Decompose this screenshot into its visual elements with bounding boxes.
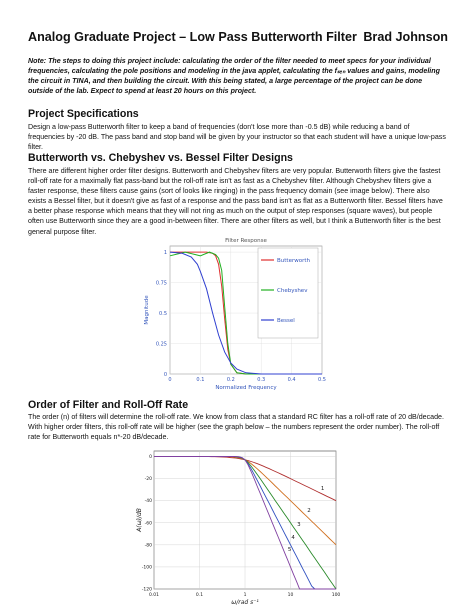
series-line-bessel <box>169 251 322 375</box>
author-name: Brad Johnson <box>363 30 448 44</box>
x-tick-label: 10 <box>288 592 294 598</box>
order-5-label: 5 <box>288 547 292 553</box>
project-note: Note: The steps to doing this project in… <box>28 57 440 96</box>
order-4-label: 4 <box>291 535 295 541</box>
paragraph-filter-designs: There are different higher order filter … <box>28 167 443 236</box>
y-tick-label: 0.25 <box>156 342 167 348</box>
y-tick-label: -40 <box>145 498 152 504</box>
y-tick-label: 0 <box>149 454 152 460</box>
series-line-chebyshev <box>169 251 322 375</box>
order-2-label: 2 <box>307 508 311 514</box>
x-tick-label: 0.2 <box>227 377 235 383</box>
x-tick-label: 0.3 <box>257 377 265 383</box>
rolloff-chart: 0.01 0.1 1 10 100 0 -20 -40 -60 -80 -100 -120 ω/rad … <box>134 447 342 607</box>
legend-label-butterworth: Butterworth <box>277 258 310 264</box>
y-tick-label: 1 <box>164 250 167 256</box>
y-tick-label: -80 <box>145 542 152 548</box>
x-tick-label: 1 <box>244 592 247 598</box>
legend-label-bessel: Bessel <box>277 318 295 324</box>
x-tick-label: 0.1 <box>196 592 203 598</box>
y-tick-label: -20 <box>145 476 152 482</box>
heading-filter-designs: Butterworth vs. Chebyshev vs. Bessel Fil… <box>28 152 293 164</box>
y-axis-label: Magnitude <box>144 295 150 325</box>
paragraph-project-specifications: Design a low-pass Butterworth filter to … <box>28 123 446 152</box>
heading-order-rolloff: Order of Filter and Roll-Off Rate <box>28 399 189 411</box>
y-tick-label: 0 <box>164 372 167 378</box>
chart-title: Filter Response <box>225 238 267 244</box>
y-tick-label: 0.5 <box>159 311 167 317</box>
order-3-label: 3 <box>297 522 301 528</box>
document-title: Analog Graduate Project – Low Pass Butte… <box>28 30 357 44</box>
x-tick-label: 0.01 <box>149 592 159 598</box>
x-tick-label: 100 <box>332 592 341 598</box>
x-tick-label: 0.1 <box>196 377 204 383</box>
order-1-label: 1 <box>321 486 325 492</box>
x-tick-label: 0 <box>168 377 171 383</box>
paragraph-order-rolloff: The order (n) of filters will determine … <box>28 413 444 442</box>
filter-response-svg: Filter Response 0 0.1 0.2 0.3 0.4 0.5 0 0.25 0.5 0… <box>144 238 326 391</box>
y-axis-label: A(ω)/dB <box>136 508 143 533</box>
x-tick-label: 0.5 <box>318 377 326 383</box>
legend-box <box>257 247 319 339</box>
rolloff-svg: 0.01 0.1 1 10 100 0 -20 -40 -60 -80 -100 -120 ω/rad … <box>136 450 341 606</box>
legend-label-chebyshev: Chebyshev <box>277 288 308 294</box>
y-tick-label: -120 <box>142 587 152 593</box>
y-tick-label: -100 <box>142 564 152 570</box>
x-tick-label: 0.4 <box>288 377 296 383</box>
y-tick-label: -60 <box>145 520 152 526</box>
title-row: Analog Graduate Project – Low Pass Butte… <box>28 30 448 46</box>
heading-project-specifications: Project Specifications <box>28 108 139 120</box>
y-tick-label: 0.75 <box>156 281 167 287</box>
order-5-curve <box>154 456 336 590</box>
x-axis-label: ω/rad s⁻¹ <box>231 599 259 606</box>
x-axis-label: Normalized Frequency <box>215 385 277 391</box>
filter-response-chart: Filter Response 0 0.1 0.2 0.3 0.4 0.5 0 0.25 0.5 0… <box>138 234 336 398</box>
